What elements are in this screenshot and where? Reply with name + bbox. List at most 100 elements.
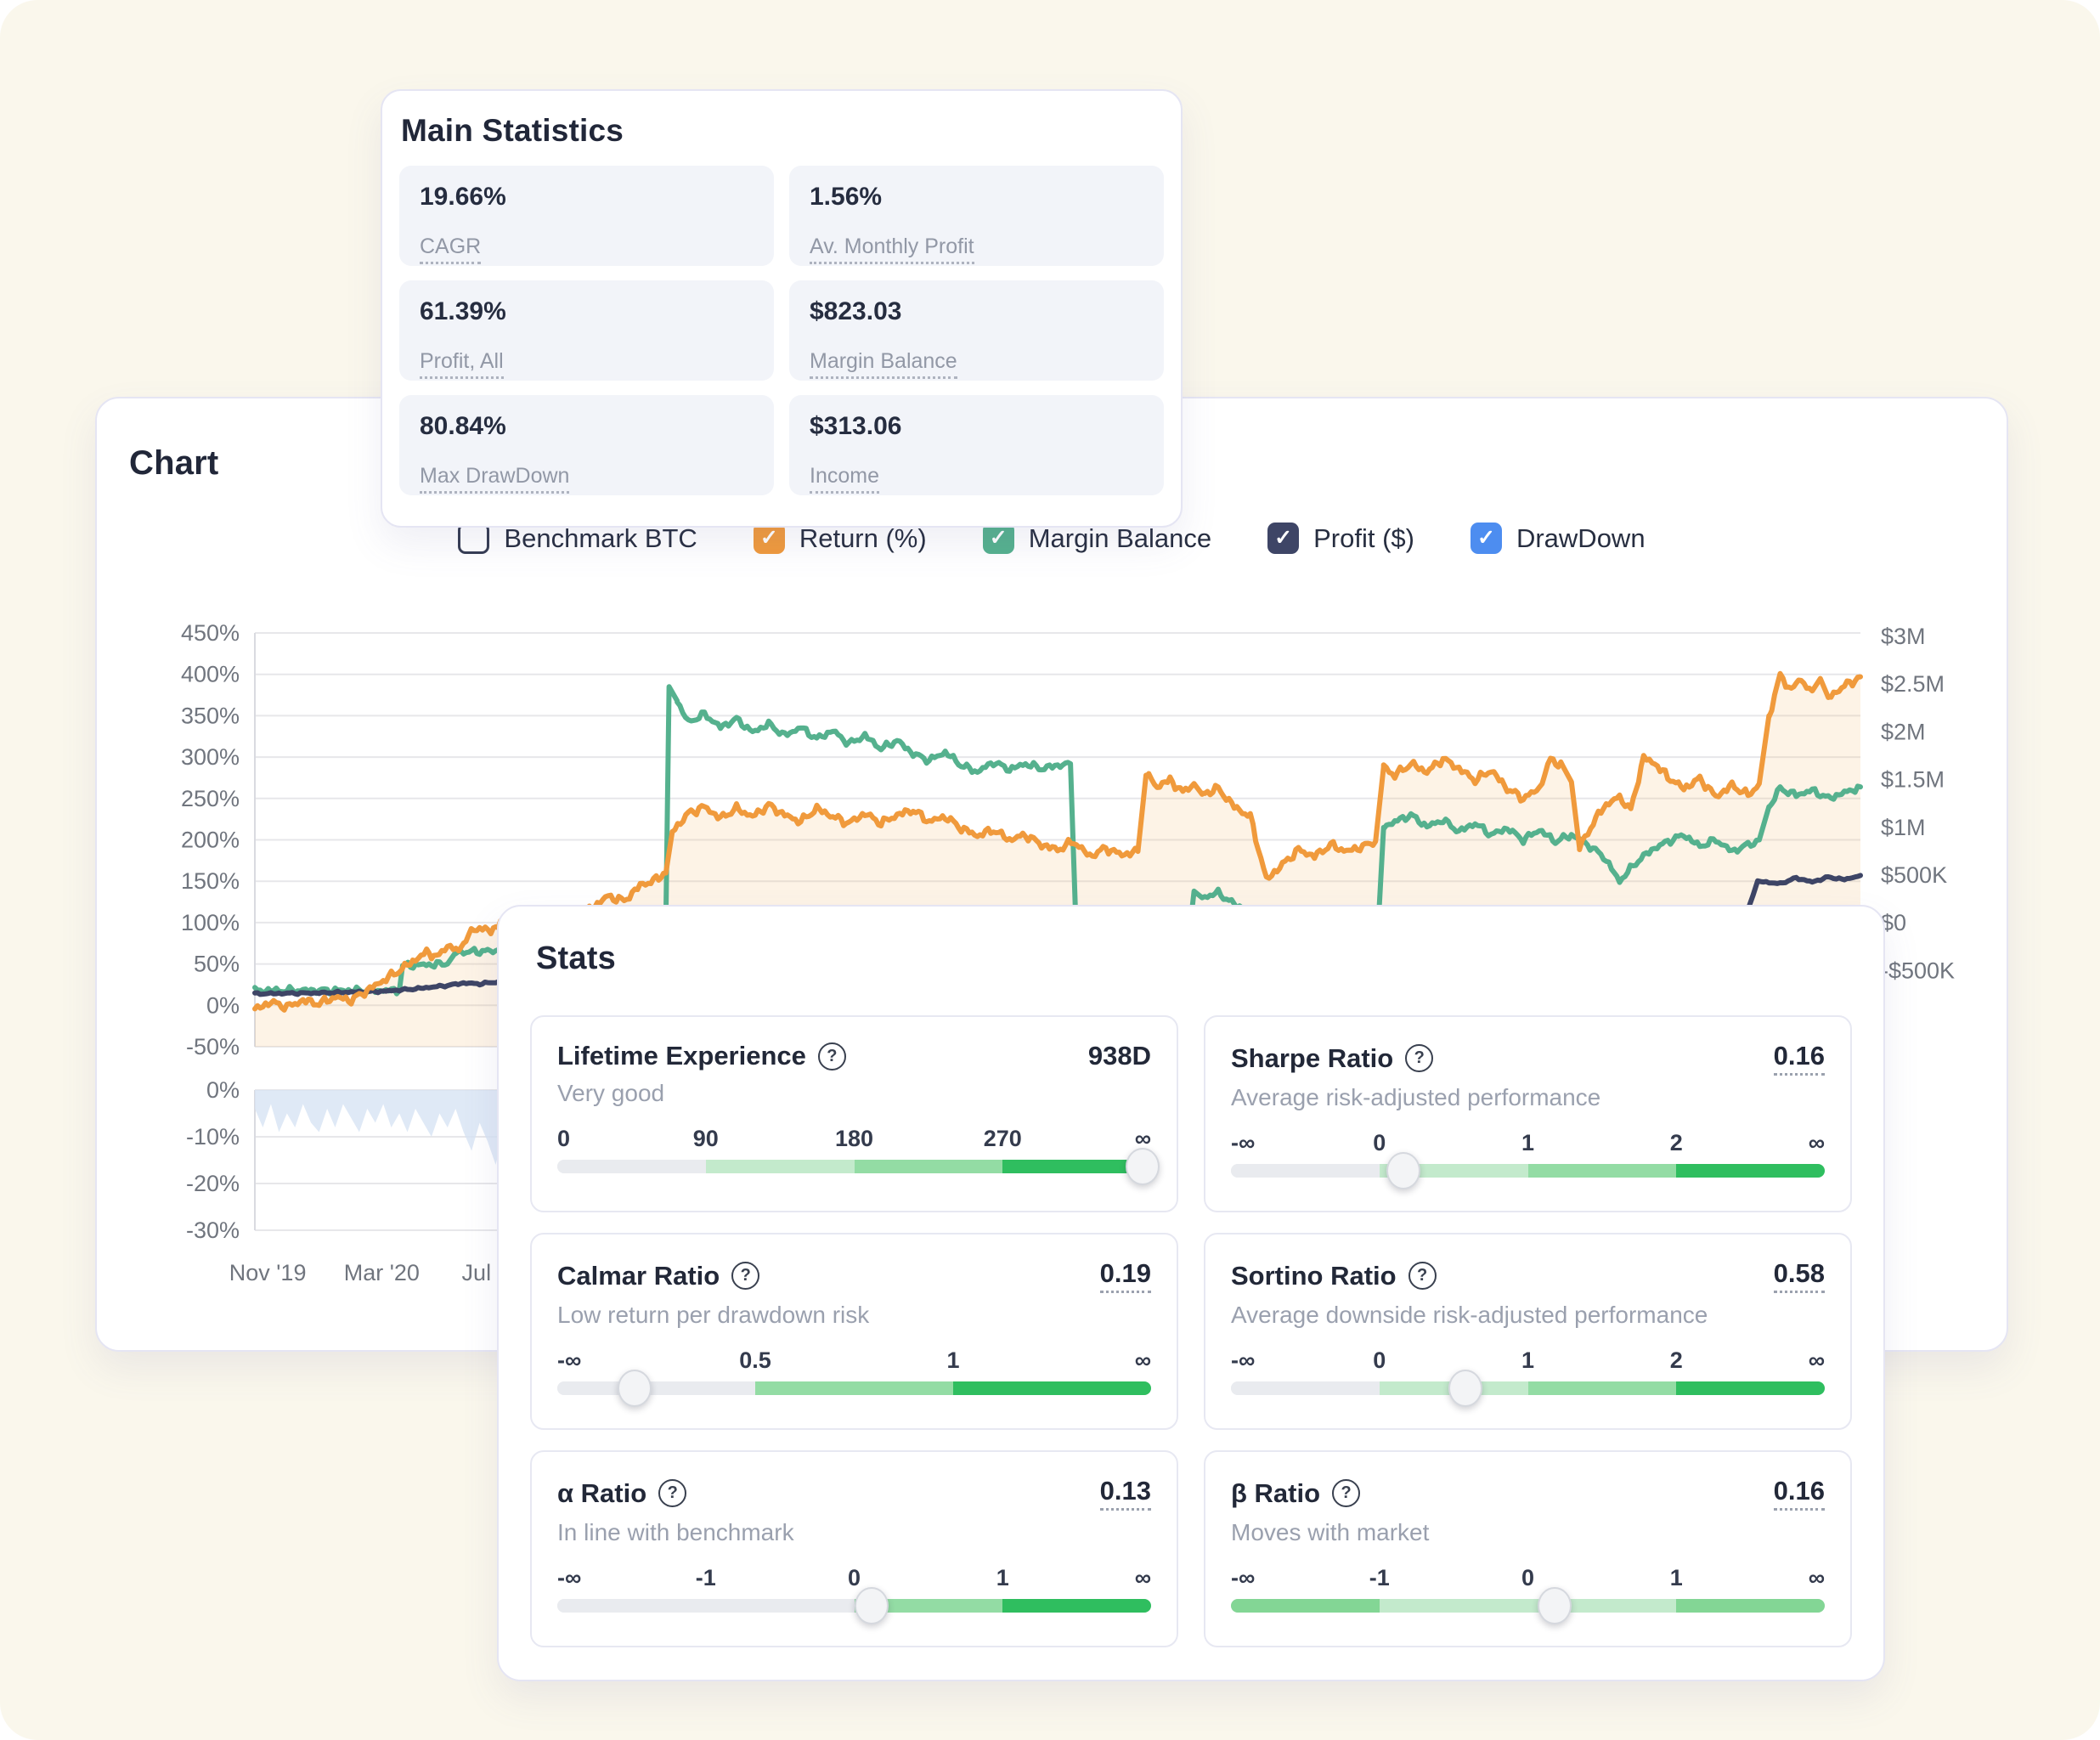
stat-tile-max-drawdown: 80.84% Max DrawDown xyxy=(399,395,774,495)
slider-scale-labels: -∞ -1 0 1 ∞ xyxy=(557,1565,1151,1592)
stat-card-value[interactable]: 0.16 xyxy=(1773,1476,1825,1511)
scale-tick-label: 270 xyxy=(983,1126,1022,1151)
slider-scale-labels: -∞ 0 1 2 ∞ xyxy=(1231,1130,1825,1157)
scale-tick-label: 2 xyxy=(1669,1130,1683,1155)
slider-segment xyxy=(1676,1164,1825,1178)
legend-item-drawdown[interactable]: ✓ DrawDown xyxy=(1470,523,1646,554)
slider-track[interactable] xyxy=(1231,1152,1825,1189)
scale-tick-label: ∞ xyxy=(1808,1565,1825,1590)
stat-tile-value: $823.03 xyxy=(810,297,902,325)
stat-card-value[interactable]: 0.19 xyxy=(1099,1258,1151,1293)
stat-tile-value: 19.66% xyxy=(420,183,506,211)
scale-tick-label: ∞ xyxy=(1134,1347,1151,1373)
scale-tick-label: 90 xyxy=(692,1126,719,1151)
legend-item-margin-balance[interactable]: ✓ Margin Balance xyxy=(982,523,1212,554)
stat-card-title: Calmar Ratio xyxy=(557,1260,720,1291)
slider-handle[interactable] xyxy=(617,1370,652,1407)
scale-tick-label: ∞ xyxy=(1808,1347,1825,1373)
stat-tile-label[interactable]: Max DrawDown xyxy=(420,464,570,494)
slider-segment xyxy=(854,1599,1003,1613)
help-icon[interactable]: ? xyxy=(1405,1044,1434,1072)
scale-tick-label: -∞ xyxy=(1231,1565,1256,1590)
help-icon[interactable]: ? xyxy=(658,1479,687,1507)
legend-label: Profit ($) xyxy=(1313,523,1414,553)
stat-card-value[interactable]: 0.58 xyxy=(1773,1258,1825,1293)
scale-tick-label: 0 xyxy=(1521,1565,1535,1590)
slider-segment xyxy=(557,1381,756,1395)
scale-tick-label: 0.5 xyxy=(739,1347,771,1373)
checkbox-unchecked-icon[interactable] xyxy=(458,523,490,554)
legend-item-profit-[interactable]: ✓ Profit ($) xyxy=(1267,523,1414,554)
slider-segment xyxy=(1231,1599,1380,1613)
slider-segment xyxy=(1676,1599,1825,1613)
legend-label: DrawDown xyxy=(1516,523,1646,553)
slider-track[interactable] xyxy=(557,1148,1160,1185)
stat-card-subtitle: Average risk-adjusted performance xyxy=(1231,1084,1601,1110)
scale-tick-label: 0 xyxy=(847,1565,861,1590)
slider-handle[interactable] xyxy=(855,1587,889,1624)
slider-track[interactable] xyxy=(1231,1587,1825,1624)
slider-scale-labels: 0 90 180 270 ∞ xyxy=(557,1126,1151,1153)
slider-track[interactable] xyxy=(1231,1370,1825,1407)
stat-tile-value: 61.39% xyxy=(420,297,506,325)
scale-tick-label: 1 xyxy=(996,1565,1009,1590)
stat-card-subtitle: Average downside risk-adjusted performan… xyxy=(1231,1302,1708,1328)
slider-segment xyxy=(1002,1599,1151,1613)
stat-tile-cagr: 19.66% CAGR xyxy=(399,166,774,266)
stat-card-sharpe-ratio: Sharpe Ratio? 0.16 Average risk-adjusted p… xyxy=(1204,1015,1852,1212)
slider-scale-labels: -∞ 0.5 1 ∞ xyxy=(557,1347,1151,1375)
slider-segment xyxy=(557,1160,706,1173)
checkbox-checked-icon[interactable]: ✓ xyxy=(982,523,1014,554)
slider-segment xyxy=(1231,1381,1380,1395)
checkbox-checked-icon[interactable]: ✓ xyxy=(1470,523,1502,554)
slider-handle[interactable] xyxy=(1448,1370,1483,1407)
checkbox-checked-icon[interactable]: ✓ xyxy=(753,523,785,554)
slider-handle[interactable] xyxy=(1386,1152,1420,1189)
main-statistics-panel: Main Statistics 19.66% CAGR 1.56% Av. Month… xyxy=(381,89,1183,528)
stat-card-title: Sharpe Ratio xyxy=(1231,1042,1394,1073)
slider-segment xyxy=(705,1160,855,1173)
scale-tick-label: ∞ xyxy=(1134,1565,1151,1590)
stat-tile-label[interactable]: Income xyxy=(810,464,879,494)
stats-grid: Lifetime Experience? 938D Very good 0 90 180 2… xyxy=(530,1015,1852,1647)
stat-tile-label[interactable]: Profit, All xyxy=(420,349,504,379)
stat-card-value[interactable]: 0.13 xyxy=(1099,1476,1151,1511)
slider-handle[interactable] xyxy=(1125,1148,1160,1185)
help-icon[interactable]: ? xyxy=(1408,1262,1437,1290)
stat-card-subtitle: Very good xyxy=(557,1080,665,1106)
stat-card-title: β Ratio xyxy=(1231,1477,1321,1508)
stat-card-calmar-ratio: Calmar Ratio? 0.19 Low return per drawdown… xyxy=(530,1233,1178,1430)
stat-tile-av-monthly-profit: 1.56% Av. Monthly Profit xyxy=(789,166,1164,266)
legend-item-benchmark-btc[interactable]: Benchmark BTC xyxy=(458,523,697,554)
slider-scale-labels: -∞ -1 0 1 ∞ xyxy=(1231,1565,1825,1592)
stat-card-lifetime-experience: Lifetime Experience? 938D Very good 0 90 180 2… xyxy=(530,1015,1178,1212)
stats-panel: Stats Lifetime Experience? 938D Very good 0… xyxy=(497,905,1885,1681)
help-icon[interactable]: ? xyxy=(731,1262,760,1290)
slider-track[interactable] xyxy=(557,1587,1151,1624)
slider-handle[interactable] xyxy=(1537,1587,1572,1624)
stat-card-value[interactable]: 0.16 xyxy=(1773,1041,1825,1076)
slider-segment xyxy=(854,1160,1003,1173)
stat-card-sortino-ratio: Sortino Ratio? 0.58 Average downside risk-… xyxy=(1204,1233,1852,1430)
stat-tile-value: 80.84% xyxy=(420,412,506,440)
stat-card-subtitle: Low return per drawdown risk xyxy=(557,1302,870,1328)
help-icon[interactable]: ? xyxy=(1332,1479,1361,1507)
stat-tile-value: $313.06 xyxy=(810,412,902,440)
stat-tile-label[interactable]: Margin Balance xyxy=(810,349,957,379)
stat-tile-label[interactable]: Av. Monthly Profit xyxy=(810,234,974,264)
stat-tile-income: $313.06 Income xyxy=(789,395,1164,495)
slider-segment xyxy=(1231,1164,1380,1178)
scale-tick-label: -∞ xyxy=(557,1565,582,1590)
help-icon[interactable]: ? xyxy=(817,1042,846,1071)
scale-tick-label: 1 xyxy=(1521,1130,1535,1155)
stat-tile-label[interactable]: CAGR xyxy=(420,234,482,264)
slider-track[interactable] xyxy=(557,1370,1151,1407)
scale-tick-label: 0 xyxy=(557,1126,571,1151)
legend-label: Margin Balance xyxy=(1028,523,1212,553)
slider-segment xyxy=(1527,1381,1677,1395)
legend-item-return-[interactable]: ✓ Return (%) xyxy=(753,523,927,554)
stat-card-title: Lifetime Experience xyxy=(557,1041,806,1071)
slider-segment xyxy=(1676,1381,1825,1395)
checkbox-checked-icon[interactable]: ✓ xyxy=(1267,523,1300,554)
